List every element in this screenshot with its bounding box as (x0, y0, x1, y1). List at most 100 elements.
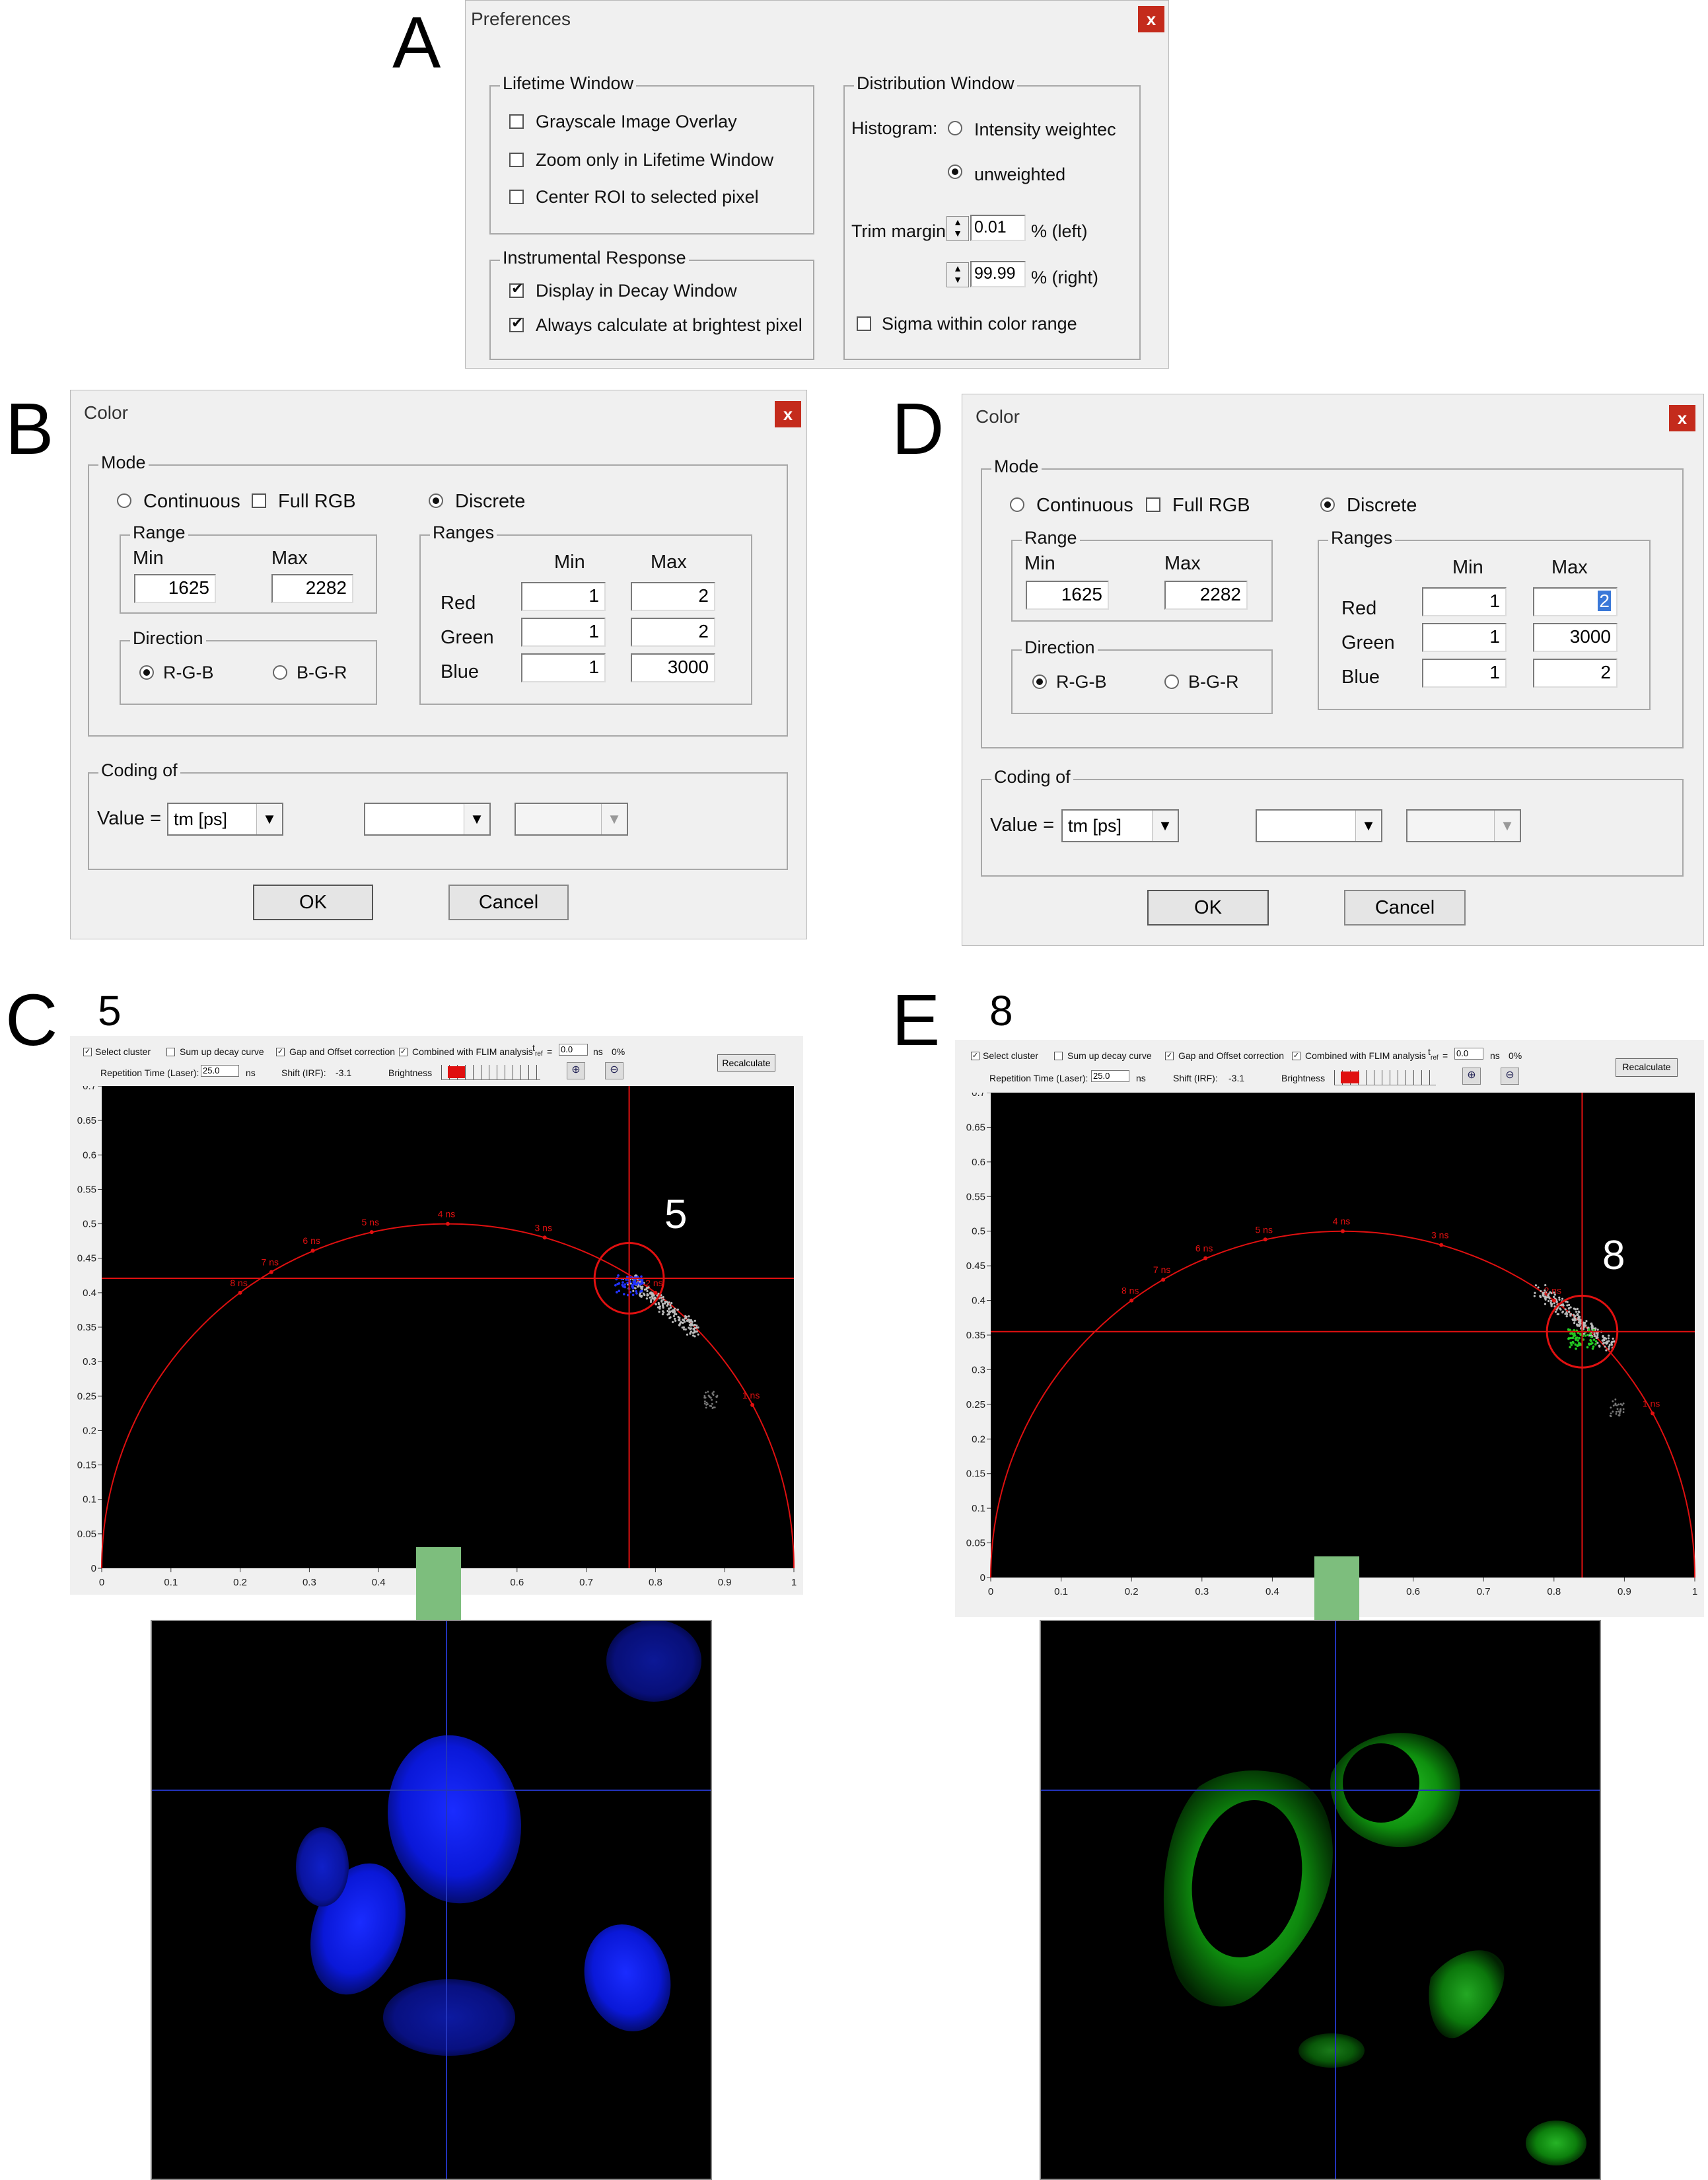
phasor-plot-e[interactable]: 0 0.05 0.1 0.15 0.2 0.25 0.3 0.35 0.4 0.45 0.5 0.55… (955, 1093, 1704, 1617)
display-decay-checkbox[interactable] (509, 283, 524, 298)
y-tick-label: 0.15 (966, 1469, 985, 1480)
y-tick-label: 0.05 (77, 1529, 96, 1540)
trim-right-input[interactable]: 99.99 (970, 261, 1026, 287)
full-rgb-checkbox[interactable] (1146, 497, 1160, 512)
bgr-direction-radio[interactable] (1164, 674, 1179, 689)
outlier-point (704, 1400, 706, 1402)
blue-min-input[interactable]: 1 (521, 653, 606, 682)
brightness-label: Brightness (388, 1068, 432, 1078)
lifetime-marker (311, 1249, 315, 1253)
outlier-point (709, 1395, 711, 1397)
range-min-input[interactable]: 1625 (134, 574, 216, 603)
percent-label: 0% (1509, 1050, 1522, 1061)
discrete-radio[interactable] (429, 493, 443, 508)
select-cluster-checkbox[interactable]: ✓ (971, 1052, 979, 1060)
group-title: Range (1022, 528, 1080, 548)
continuous-radio[interactable] (1010, 497, 1024, 512)
rep-time-input[interactable]: 25.0 (1091, 1070, 1129, 1082)
green-max-input[interactable]: 3000 (1533, 623, 1618, 652)
gap-offset-checkbox[interactable]: ✓ (276, 1048, 285, 1056)
ranges-max-header: Max (651, 552, 687, 573)
cloud-point (1594, 1335, 1596, 1337)
sum-decay-checkbox[interactable] (166, 1048, 175, 1056)
zoom-out-icon[interactable]: ⊖ (1501, 1068, 1519, 1085)
cluster-point (1586, 1334, 1589, 1336)
gap-offset-checkbox[interactable]: ✓ (1165, 1052, 1174, 1060)
cloud-point (1605, 1338, 1607, 1340)
brightness-slider[interactable] (1334, 1070, 1436, 1085)
brightest-pixel-checkbox[interactable] (509, 318, 524, 332)
y-tick-label: 0.25 (966, 1399, 985, 1410)
rep-time-input[interactable]: 25.0 (201, 1065, 239, 1077)
blue-min-input[interactable]: 1 (1422, 659, 1507, 688)
value-select[interactable]: tm [ps] ▼ (167, 803, 283, 836)
unweighted-radio[interactable] (948, 164, 962, 179)
center-roi-checkbox[interactable] (509, 190, 524, 204)
discrete-radio[interactable] (1320, 497, 1335, 512)
cancel-button[interactable]: Cancel (448, 885, 569, 920)
close-button[interactable]: x (1669, 405, 1695, 431)
range-max-input[interactable]: 2282 (271, 574, 353, 603)
trim-right-stepper[interactable]: ▲ ▼ (946, 262, 969, 287)
slider-thumb[interactable] (1341, 1072, 1359, 1083)
recalculate-button[interactable]: Recalculate (717, 1054, 775, 1072)
green-min-input[interactable]: 1 (521, 618, 606, 647)
zoom-in-icon[interactable]: ⊕ (1462, 1068, 1481, 1085)
red-min-input[interactable]: 1 (521, 582, 606, 611)
cloud-point (670, 1306, 672, 1308)
tref-input[interactable]: 0.0 (1454, 1048, 1483, 1060)
grayscale-overlay-checkbox[interactable] (509, 114, 524, 129)
select-cluster-checkbox[interactable]: ✓ (83, 1048, 92, 1056)
plot-area (102, 1086, 794, 1568)
trim-left-stepper[interactable]: ▲ ▼ (946, 216, 969, 241)
cloud-point (692, 1328, 694, 1330)
tref-input[interactable]: 0.0 (559, 1044, 588, 1056)
trim-left-input[interactable]: 0.01 (970, 215, 1026, 241)
third-select[interactable]: ▼ (1406, 809, 1521, 842)
ok-button[interactable]: OK (1147, 890, 1269, 926)
range-max-label: Max (271, 548, 308, 569)
cloud-point (1534, 1295, 1536, 1297)
rgb-direction-radio[interactable] (139, 665, 154, 680)
tref-eq: = (1442, 1050, 1448, 1061)
range-max-input[interactable]: 2282 (1164, 581, 1248, 610)
y-tick-label: 0.4 (972, 1295, 985, 1307)
cancel-button[interactable]: Cancel (1344, 890, 1466, 926)
combined-flim-checkbox[interactable]: ✓ (1292, 1052, 1300, 1060)
red-min-input[interactable]: 1 (1422, 587, 1507, 616)
combined-flim-checkbox[interactable]: ✓ (399, 1048, 408, 1056)
cloud-point (1606, 1340, 1608, 1342)
cloud-point (654, 1296, 656, 1298)
zoom-out-icon[interactable]: ⊖ (605, 1062, 623, 1079)
second-select[interactable]: ▼ (364, 803, 491, 836)
zoom-lifetime-checkbox[interactable] (509, 153, 524, 167)
brightness-slider[interactable] (441, 1065, 540, 1080)
full-rgb-checkbox[interactable] (252, 493, 266, 508)
red-max-input[interactable]: 2 (1533, 587, 1618, 616)
red-max-input[interactable]: 2 (631, 582, 715, 611)
close-button[interactable]: x (775, 401, 801, 427)
recalculate-button[interactable]: Recalculate (1616, 1058, 1678, 1077)
intensity-weighted-radio[interactable] (948, 121, 962, 135)
third-select[interactable]: ▼ (515, 803, 628, 836)
range-min-input[interactable]: 1625 (1026, 581, 1109, 610)
zoom-in-icon[interactable]: ⊕ (567, 1062, 585, 1079)
ok-button[interactable]: OK (253, 885, 373, 920)
sum-decay-checkbox[interactable] (1054, 1052, 1063, 1060)
value-select[interactable]: tm [ps] ▼ (1061, 809, 1179, 842)
bgr-direction-radio[interactable] (273, 665, 287, 680)
sigma-checkbox[interactable] (857, 316, 871, 331)
blue-max-input[interactable]: 2 (1533, 659, 1618, 688)
green-max-input[interactable]: 2 (631, 618, 715, 647)
phasor-plot-c[interactable]: 00.050.10.150.20.250.30.350.40.450.50.55… (70, 1086, 803, 1595)
cloud-point (1577, 1318, 1579, 1320)
second-select[interactable]: ▼ (1256, 809, 1382, 842)
slider-thumb[interactable] (448, 1066, 465, 1078)
blue-max-input[interactable]: 3000 (631, 653, 715, 682)
radio-label: R-G-B (163, 663, 214, 683)
continuous-radio[interactable] (117, 493, 131, 508)
cluster-point (1579, 1344, 1582, 1346)
close-button[interactable]: x (1138, 6, 1164, 32)
green-min-input[interactable]: 1 (1422, 623, 1507, 652)
rgb-direction-radio[interactable] (1032, 674, 1047, 689)
